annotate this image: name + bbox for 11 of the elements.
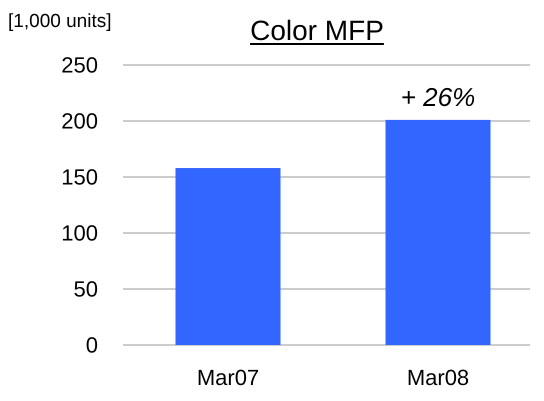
x-tick-label: Mar08 [406, 365, 470, 390]
y-tick-label: 100 [61, 220, 98, 246]
y-tick-label: 50 [74, 276, 98, 302]
y-tick-label: 200 [61, 108, 98, 134]
x-tick-label: Mar07 [196, 365, 260, 390]
annotation: + 26% [400, 82, 476, 112]
y-axis-title: [1,000 units] [8, 11, 112, 32]
y-tick-label: 250 [61, 52, 98, 78]
chart-title: Color MFP [250, 15, 384, 46]
y-tick-label: 150 [61, 164, 98, 190]
y-tick-label: 0 [86, 332, 98, 358]
